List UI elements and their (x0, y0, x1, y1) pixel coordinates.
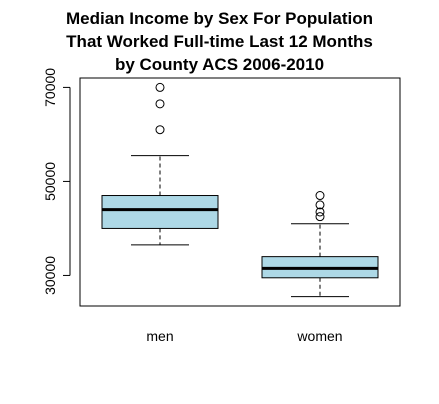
y-tick-label-30000: 30000 (42, 256, 58, 295)
outlier-men-0 (155, 125, 165, 135)
box-men (101, 82, 219, 246)
plot-frame (79, 77, 401, 307)
boxes-layer (101, 82, 379, 298)
outlier-women-0 (315, 212, 325, 222)
iqr-box-men (101, 195, 219, 229)
chart-title-line-2: That Worked Full-time Last 12 Months (66, 32, 373, 51)
x-tick-label-men: men (146, 328, 173, 344)
outlier-men-2 (155, 82, 165, 92)
box-women (261, 191, 379, 298)
y-tick-label-70000: 70000 (42, 68, 58, 107)
outlier-women-3 (315, 191, 325, 201)
x-tick-label-women: women (296, 328, 342, 344)
x-axis: men women (146, 328, 342, 344)
outlier-women-1 (315, 207, 325, 217)
y-tick-label-50000: 50000 (42, 162, 58, 201)
y-axis: 30000 50000 70000 (42, 68, 71, 295)
chart-title-line-1: Median Income by Sex For Population (66, 9, 373, 28)
outlier-men-1 (155, 99, 165, 109)
chart-title-line-3: by County ACS 2006-2010 (114, 55, 325, 74)
outlier-women-2 (315, 200, 325, 210)
